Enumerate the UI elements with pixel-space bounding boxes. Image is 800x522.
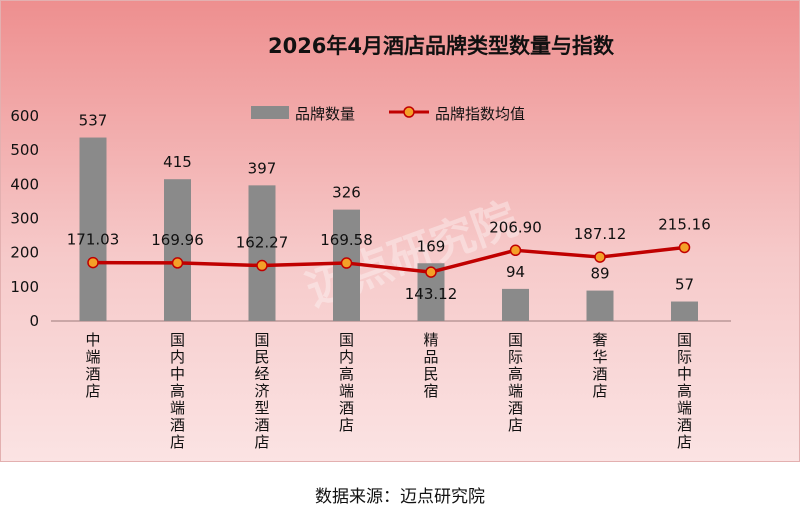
source-note: 数据来源：迈点研究院: [315, 487, 485, 507]
y-tick-label: 600: [10, 107, 39, 125]
line-point: [87, 256, 99, 269]
line-data-label: 162.27: [236, 234, 289, 252]
index-line: [92, 245, 685, 274]
legend-label-bars: 品牌数量: [295, 105, 355, 123]
bar-series: 537 415 397 326 169 94 89 57: [79, 112, 698, 321]
legend: 品牌数量 品牌指数均值: [251, 105, 525, 123]
bar: [164, 179, 191, 321]
bar-data-label: 94: [506, 263, 525, 281]
y-tick-label: 300: [10, 210, 39, 228]
bar: [248, 185, 276, 321]
category-label: 精品民宿: [423, 331, 438, 400]
legend-swatch-bars: [251, 106, 289, 119]
line-data-label: 171.03: [67, 231, 120, 249]
bar: [79, 137, 107, 321]
line-point: [256, 259, 268, 272]
line-point: [340, 257, 353, 269]
line-data-label: 169.96: [151, 231, 204, 249]
y-tick-label: 400: [10, 175, 39, 193]
legend-label-line: 品牌指数均值: [435, 105, 525, 123]
bar: [671, 301, 698, 321]
line-point: [509, 244, 522, 257]
category-label: 国内高端酒店: [339, 331, 354, 434]
y-axis: 0 100 200 300 400 500 600: [10, 107, 731, 330]
bar: [502, 288, 529, 321]
line-series: 171.03 169.96 162.27 169.58 143.12 206.90 187.…: [67, 215, 711, 303]
y-tick-label: 200: [10, 244, 39, 262]
bar-data-label: 57: [675, 276, 694, 294]
line-point: [425, 266, 437, 278]
line-data-label: 187.12: [574, 225, 627, 243]
bar-data-label: 89: [590, 265, 609, 283]
category-label: 国内中高端酒店: [170, 331, 185, 451]
bar-data-label: 326: [332, 184, 361, 202]
category-labels: 中端酒店 国内中高端酒店 国民经济型酒店 国内高端酒店 精品民宿 国际高端酒店 奢华酒店 国际…: [85, 331, 692, 451]
category-label: 奢华酒店: [592, 331, 607, 400]
bar-data-label: 169: [417, 237, 446, 255]
line-data-label: 169.58: [320, 231, 373, 249]
category-label: 国民经济型酒店: [254, 331, 269, 451]
chart-frame: 迈点研究院 2026年4月酒店品牌类型数量与指数 品牌数量 品牌指数均值 0 10…: [0, 0, 800, 462]
bar-data-label: 537: [79, 112, 108, 130]
category-label: 国际中高端酒店: [677, 331, 692, 451]
chart: 迈点研究院 2026年4月酒店品牌类型数量与指数 品牌数量 品牌指数均值 010…: [10, 34, 731, 451]
line-data-label: 206.90: [489, 218, 542, 236]
y-tick-label: 0: [29, 312, 39, 330]
bar: [586, 290, 614, 321]
line-data-label: 143.12: [405, 285, 458, 303]
category-label: 中端酒店: [85, 331, 100, 400]
bar-data-label: 415: [163, 153, 192, 171]
legend-marker-line: [403, 106, 415, 118]
y-tick-label: 500: [10, 141, 39, 159]
bar-data-label: 397: [248, 159, 277, 177]
line-point: [678, 241, 691, 254]
line-point: [171, 257, 184, 269]
line-data-label: 215.16: [658, 215, 711, 233]
y-tick-label: 100: [10, 278, 39, 296]
chart-title: 2026年4月酒店品牌类型数量与指数: [268, 34, 615, 58]
line-point: [594, 251, 606, 263]
category-label: 国际高端酒店: [508, 331, 523, 434]
